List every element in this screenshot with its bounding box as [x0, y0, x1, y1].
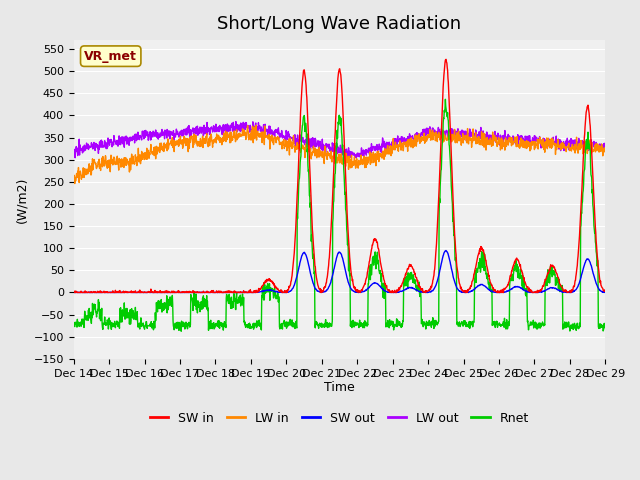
- Title: Short/Long Wave Radiation: Short/Long Wave Radiation: [218, 15, 461, 33]
- Legend: SW in, LW in, SW out, LW out, Rnet: SW in, LW in, SW out, LW out, Rnet: [145, 407, 534, 430]
- Y-axis label: (W/m2): (W/m2): [15, 176, 28, 223]
- X-axis label: Time: Time: [324, 382, 355, 395]
- Text: VR_met: VR_met: [84, 49, 137, 63]
